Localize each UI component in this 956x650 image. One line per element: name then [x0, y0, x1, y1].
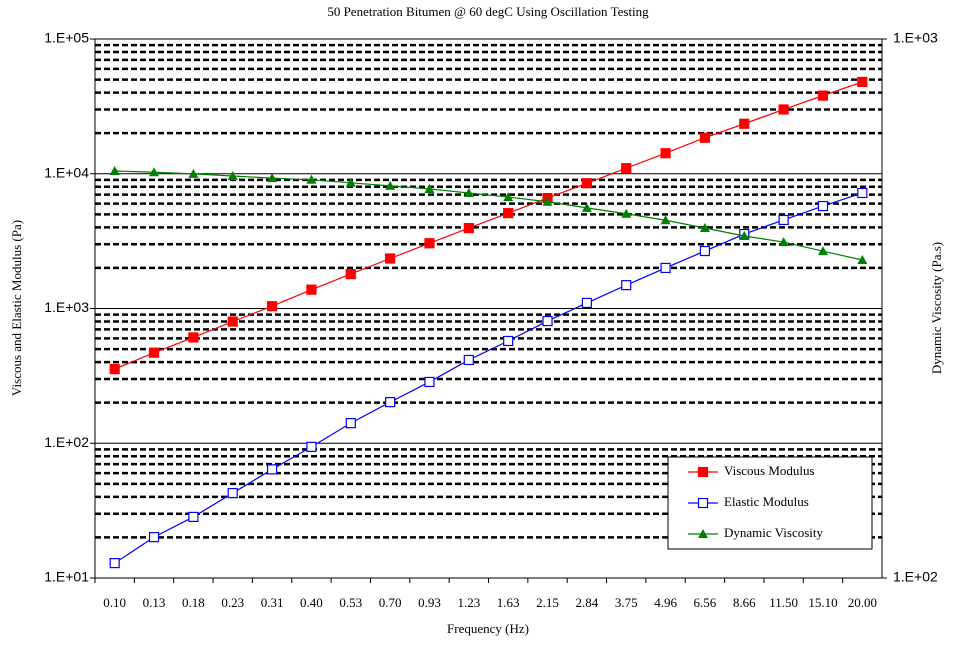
marker: [463, 223, 474, 234]
x-tick-label: 2.84: [576, 595, 599, 610]
marker: [267, 173, 278, 183]
marker: [149, 167, 160, 177]
y-tick-label: 1.E+04: [44, 164, 89, 180]
marker: [857, 76, 868, 88]
x-tick-label: 0.70: [379, 595, 402, 610]
marker: [266, 464, 278, 475]
marker: [621, 280, 632, 291]
marker: [345, 418, 356, 429]
marker: [699, 132, 711, 143]
x-tick-label: 20.00: [848, 595, 877, 610]
series-line: [114, 170, 863, 261]
y2-tick-label: 1.E+03: [893, 30, 938, 46]
legend-label: Dynamic Viscosity: [724, 525, 823, 540]
marker: [699, 223, 710, 233]
x-tick-label: 0.13: [143, 595, 166, 610]
marker: [778, 237, 789, 247]
marker: [739, 118, 750, 129]
marker: [542, 315, 553, 327]
marker: [424, 183, 435, 193]
series-line: [114, 192, 863, 564]
x-tick-label: 8.66: [733, 595, 756, 610]
marker: [345, 269, 356, 280]
x-tick-label: 0.18: [182, 595, 205, 610]
marker: [109, 165, 120, 175]
series-line: [114, 81, 863, 370]
legend-label: Elastic Modulus: [724, 494, 809, 509]
marker: [660, 215, 671, 225]
marker: [542, 196, 553, 206]
marker: [385, 253, 396, 264]
marker: [345, 177, 356, 187]
marker: [306, 174, 317, 184]
marker: [385, 180, 396, 190]
x-tick-label: 0.10: [103, 595, 126, 610]
marker: [817, 246, 828, 256]
marker: [188, 168, 199, 178]
x-tick-label: 0.40: [300, 595, 323, 610]
y-axis-title: Viscous and Elastic Modulus (Pa): [9, 220, 24, 396]
marker: [817, 200, 829, 212]
y-tick-label: 1.E+05: [44, 30, 89, 46]
marker: [857, 255, 868, 265]
marker: [581, 178, 592, 189]
marker: [817, 90, 829, 101]
marker: [109, 364, 120, 375]
x-tick-label: 15.10: [808, 595, 837, 610]
y2-axis-title: Dynamic Viscosity (Pa.s): [929, 242, 944, 374]
marker: [503, 208, 514, 219]
marker: [778, 214, 789, 226]
marker: [424, 376, 435, 388]
marker: [857, 187, 868, 199]
marker: [227, 316, 238, 327]
marker: [148, 347, 160, 358]
marker: [463, 187, 474, 197]
marker: [697, 497, 709, 509]
x-tick-label: 0.93: [418, 595, 441, 610]
marker: [697, 466, 709, 478]
marker: [188, 332, 199, 343]
marker: [227, 487, 238, 499]
marker: [227, 170, 238, 180]
x-axis-title: Frequency (Hz): [447, 621, 529, 636]
marker: [109, 557, 120, 569]
marker: [698, 529, 708, 538]
x-tick-label: 11.50: [769, 595, 798, 610]
chart-title: 50 Penetration Bitumen @ 60 degC Using O…: [327, 4, 649, 19]
x-tick-label: 3.75: [615, 595, 638, 610]
marker: [306, 441, 317, 452]
marker: [306, 284, 317, 295]
marker: [739, 231, 750, 241]
y-tick-label: 1.E+02: [44, 434, 89, 450]
marker: [581, 297, 592, 309]
x-tick-label: 1.23: [457, 595, 480, 610]
marker: [621, 208, 632, 218]
y-tick-label: 1.E+01: [44, 569, 89, 585]
marker: [660, 148, 671, 159]
marker: [385, 397, 396, 408]
x-tick-label: 2.15: [536, 595, 559, 610]
x-tick-label: 1.63: [497, 595, 520, 610]
y-tick-label: 1.E+03: [44, 299, 89, 315]
marker: [660, 262, 671, 274]
x-tick-label: 0.31: [261, 595, 284, 610]
marker: [463, 354, 474, 366]
marker: [778, 104, 789, 115]
marker: [699, 245, 711, 257]
x-tick-label: 4.96: [654, 595, 677, 610]
marker: [503, 335, 514, 347]
x-tick-label: 6.56: [694, 595, 717, 610]
x-tick-label: 0.23: [221, 595, 244, 610]
y2-tick-label: 1.E+02: [893, 569, 938, 585]
marker: [621, 163, 632, 174]
marker: [148, 532, 160, 543]
marker: [266, 301, 278, 312]
marker: [581, 202, 592, 212]
marker: [188, 511, 199, 523]
x-tick-label: 0.53: [339, 595, 362, 610]
marker: [424, 238, 435, 249]
legend-label: Viscous Modulus: [724, 463, 815, 478]
marker: [503, 192, 514, 202]
